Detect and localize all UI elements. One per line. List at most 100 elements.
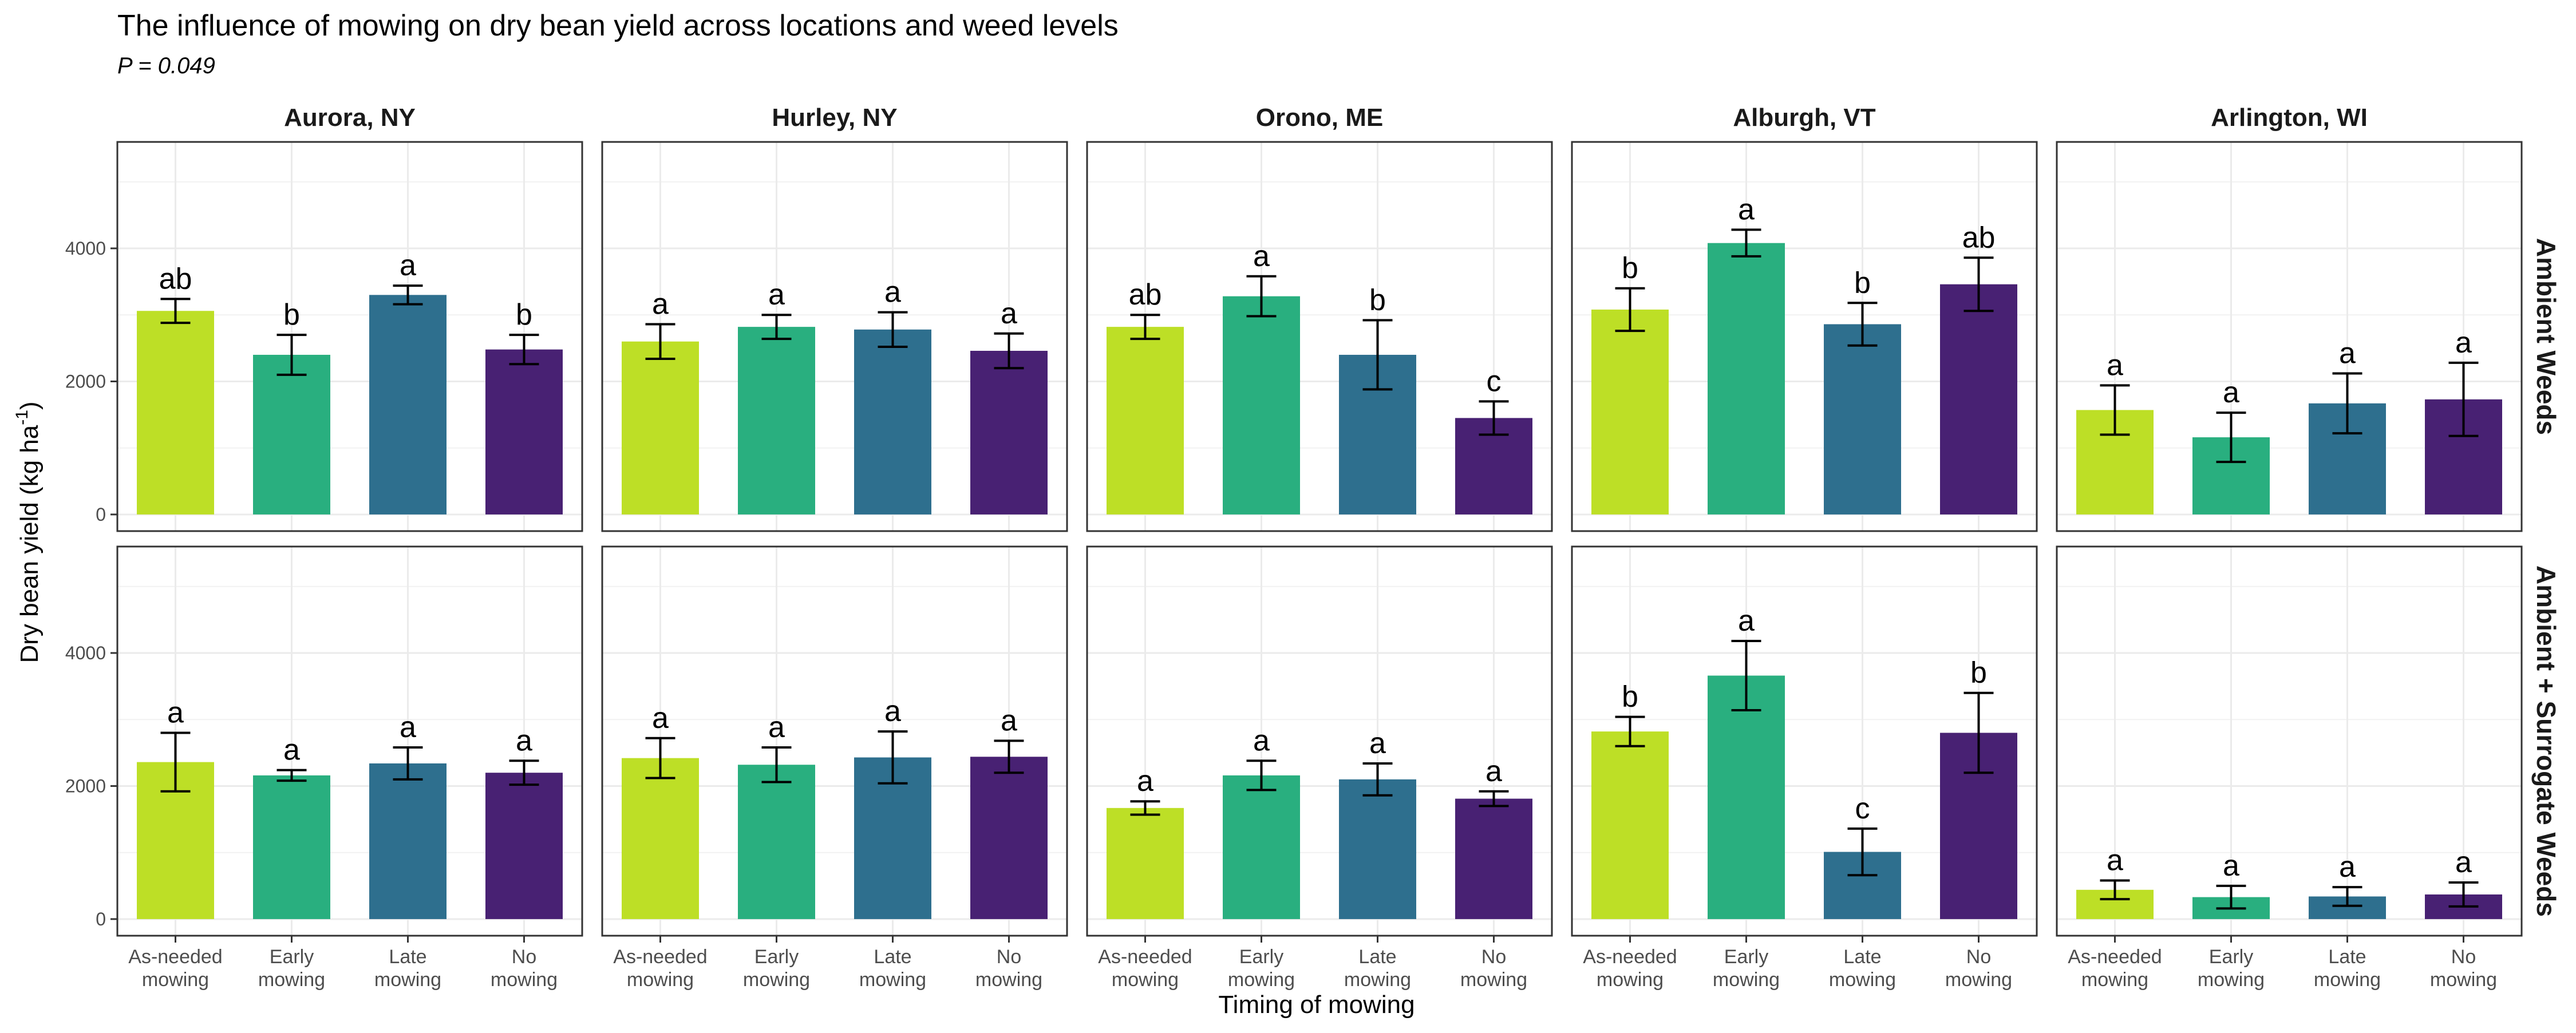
bar-early-mowing <box>253 354 330 514</box>
error-bar-late-mowing <box>2332 372 2362 435</box>
panel-border <box>1571 141 2038 532</box>
panel-background <box>2057 547 2522 936</box>
error-bar-as-needed-mowing <box>645 323 675 360</box>
chart-title: The influence of mowing on dry bean yiel… <box>117 9 1119 42</box>
panel-border <box>1571 545 2038 937</box>
x-tick-label: Early mowing <box>258 946 325 991</box>
significance-letter: b <box>1622 252 1638 285</box>
facet-label-ambient-weeds: Ambient Weeds <box>2531 238 2561 435</box>
facet-label-alburgh-vt: Alburgh, VT <box>1733 104 1875 132</box>
y-axis-title: Dry bean yield (kg ha-1) <box>13 401 44 663</box>
panel-border <box>601 141 1068 532</box>
error-bar-early-mowing <box>1731 640 1761 711</box>
error-bar-no-mowing <box>994 739 1024 774</box>
y-tick-label: 4000 <box>65 238 106 259</box>
panel-border <box>2056 141 2523 532</box>
facet-label-aurora-ny: Aurora, NY <box>284 104 416 132</box>
bar-no-mowing <box>485 773 563 919</box>
error-bar-late-mowing <box>1847 302 1878 347</box>
panel-border <box>601 545 1068 937</box>
error-bar-early-mowing <box>276 769 307 782</box>
bar-no-mowing <box>1455 798 1532 919</box>
bar-no-mowing <box>1940 284 2017 514</box>
chart-subtitle: P = 0.049 <box>117 53 215 78</box>
error-bar-as-needed-mowing <box>1130 314 1160 341</box>
bar-as-needed-mowing <box>622 341 699 514</box>
significance-letter: b <box>1369 284 1386 317</box>
significance-letter: c <box>1855 792 1870 825</box>
bar-early-mowing <box>1708 243 1785 514</box>
y-tick-label: 2000 <box>65 371 106 391</box>
significance-letter: a <box>2107 349 2123 382</box>
error-bar-early-mowing <box>276 334 307 376</box>
panel-alburgh-vt-ambient-surrogate-weeds: b a c b As-needed mowing Early mowing Late mowing… <box>1571 545 2038 991</box>
error-bar-late-mowing <box>878 730 908 785</box>
significance-letter: a <box>768 711 785 744</box>
error-bar-late-mowing <box>1362 762 1393 797</box>
error-bar-no-mowing <box>1963 256 1994 312</box>
significance-letter: a <box>2339 337 2356 370</box>
significance-letter: a <box>1738 193 1755 226</box>
bar-no-mowing <box>485 349 563 514</box>
significance-letter: a <box>768 278 785 311</box>
bar-no-mowing <box>970 757 1048 919</box>
x-tick-label: Late mowing <box>859 946 926 991</box>
significance-letter: b <box>1622 680 1638 714</box>
y-axis-title-main: Dry bean yield (kg ha <box>15 425 44 663</box>
significance-letter: b <box>283 298 300 331</box>
panel-border <box>2056 545 2523 937</box>
error-bar-as-needed-mowing <box>1130 800 1160 816</box>
significance-letter: a <box>1738 604 1755 638</box>
x-tick-label: Late mowing <box>1829 946 1896 991</box>
error-bar-early-mowing <box>1246 759 1277 791</box>
error-bar-late-mowing <box>1847 827 1878 877</box>
significance-letter: a <box>1369 727 1386 760</box>
error-bar-no-mowing <box>509 334 539 366</box>
significance-letter: ab <box>1962 221 1996 254</box>
error-bar-no-mowing <box>509 759 539 786</box>
error-bar-no-mowing <box>1479 790 1509 808</box>
error-bar-early-mowing <box>1731 228 1761 258</box>
panel-arlington-wi-ambient-surrogate-weeds: a a a a As-needed mowing Early mowing Late mowing… <box>2056 545 2523 991</box>
x-tick-label: No mowing <box>491 946 558 991</box>
error-bar-as-needed-mowing <box>160 298 191 324</box>
significance-letter: a <box>167 696 184 729</box>
significance-letter: a <box>2223 849 2239 882</box>
x-tick-label: Early mowing <box>743 946 810 991</box>
bar-early-mowing <box>738 765 815 919</box>
error-bar-early-mowing <box>2216 884 2246 910</box>
x-tick-label: No mowing <box>1945 946 2012 991</box>
y-axis-title-suffix: ) <box>15 401 44 410</box>
error-bar-early-mowing <box>761 314 792 341</box>
x-tick-label: Late mowing <box>2314 946 2381 991</box>
significance-letter: a <box>516 724 532 757</box>
significance-letter: a <box>2339 850 2356 884</box>
panel-aurora-ny-ambient-surrogate-weeds: a a a a 0 2000 4000 As-needed mowing Early mowing L… <box>65 545 583 991</box>
significance-letter: b <box>1854 266 1871 299</box>
bar-early-mowing <box>738 327 815 514</box>
x-tick-label: Early mowing <box>1228 946 1295 991</box>
significance-letter: ab <box>1129 278 1162 311</box>
error-bar-no-mowing <box>994 332 1024 370</box>
panel-border <box>1086 141 1553 532</box>
error-bar-late-mowing <box>2332 886 2362 907</box>
panel-arlington-wi-ambient-weeds: a a a a <box>2056 141 2523 532</box>
x-tick-label: Late mowing <box>374 946 441 991</box>
panel-hurley-ny-ambient-weeds: a a aa <box>601 141 1068 532</box>
bar-no-mowing <box>970 350 1048 514</box>
error-bar-late-mowing <box>393 746 423 781</box>
significance-letter: c <box>1487 365 1502 398</box>
error-bar-as-needed-mowing <box>1615 287 1645 333</box>
significance-letter: a <box>652 287 669 320</box>
panel-border <box>116 545 583 937</box>
y-tick-label: 0 <box>96 504 106 525</box>
facet-label-arlington-wi: Arlington, WI <box>2211 104 2368 132</box>
bar-early-mowing <box>1223 296 1300 514</box>
significance-letter: a <box>652 702 669 735</box>
x-tick-label: As-needed mowing <box>1583 946 1677 991</box>
significance-letter: a <box>283 734 300 767</box>
error-bar-late-mowing <box>393 284 423 306</box>
